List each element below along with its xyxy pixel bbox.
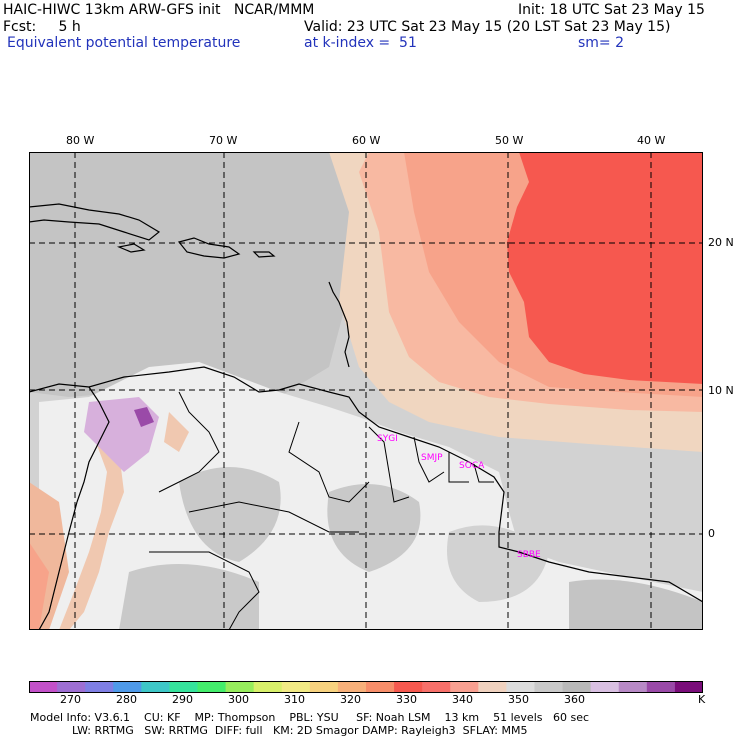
colorbar-swatch: [394, 681, 423, 693]
colorbar-swatch: [674, 681, 703, 693]
colorbar-unit: K: [698, 693, 706, 706]
colorbar-swatch: [506, 681, 535, 693]
colorbar-label-300: 300: [228, 693, 249, 706]
colorbar-swatch: [281, 681, 311, 693]
header-title-line: HAIC-HIWC 13km ARW-GFS init NCAR/MMM: [3, 2, 315, 18]
map-frame: [29, 152, 703, 630]
lon-label-80w: 80 W: [66, 134, 95, 147]
smoothing-label: sm= 2: [578, 35, 625, 51]
init-time: Init: 18 UTC Sat 23 May 15: [518, 2, 705, 18]
colorbar-swatch: [309, 681, 339, 693]
colorbar-swatch: [85, 681, 114, 693]
colorbar-swatch: [113, 681, 142, 693]
station-label-sbbe: SBBE: [517, 550, 541, 560]
lat-label-10n: 10 N: [708, 384, 734, 397]
coastlines: [29, 203, 703, 630]
model-info-line2: LW: RRTMG SW: RRTMG DIFF: full KM: 2D Sm…: [30, 724, 528, 737]
colorbar-label-290: 290: [172, 693, 193, 706]
colorbar: [29, 681, 703, 693]
colorbar-label-360: 360: [564, 693, 585, 706]
colorbar-label-270: 270: [60, 693, 81, 706]
colombia-ridge: [164, 412, 189, 452]
colorbar-swatch: [57, 681, 86, 693]
red-warm-pool: [507, 152, 703, 384]
colorbar-label-350: 350: [508, 693, 529, 706]
colorbar-swatch: [225, 681, 255, 693]
colorbar-label-340: 340: [452, 693, 473, 706]
lon-label-40w: 40 W: [637, 134, 666, 147]
colorbar-swatch: [337, 681, 367, 693]
land-gray-patch-2: [327, 484, 421, 572]
forecast-hour: Fcst: 5 h: [3, 19, 81, 35]
land-gray-patch-1: [179, 467, 281, 562]
colorbar-swatch: [450, 681, 479, 693]
colorbar-swatch: [478, 681, 507, 693]
lon-label-60w: 60 W: [352, 134, 381, 147]
lat-label-20n: 20 N: [708, 236, 734, 249]
andes-ridge: [59, 422, 124, 630]
colorbar-swatch: [534, 681, 564, 693]
colorbar-swatch: [253, 681, 283, 693]
country-borders: [149, 391, 494, 630]
graticule: [29, 152, 703, 630]
colorbar-swatch: [141, 681, 170, 693]
colorbar-swatch: [29, 681, 58, 693]
land-gray-patch-3: [447, 525, 549, 602]
colorbar-label-330: 330: [396, 693, 417, 706]
station-label-soca: SOCA: [459, 461, 485, 471]
model-info-line1: Model Info: V3.6.1 CU: KF MP: Thompson P…: [30, 711, 590, 724]
lon-label-70w: 70 W: [209, 134, 238, 147]
field-name: Equivalent potential temperature: [7, 35, 241, 51]
colorbar-swatch: [618, 681, 648, 693]
lon-label-50w: 50 W: [495, 134, 524, 147]
colorbar-swatch: [169, 681, 198, 693]
k-index-label: at k-index = 51: [304, 35, 417, 51]
station-label-sygi: SYGI: [377, 434, 398, 444]
caribbean-gray-field: [29, 152, 359, 402]
colorbar-label-320: 320: [340, 693, 361, 706]
colorbar-swatch: [197, 681, 227, 693]
colorbar-swatch: [646, 681, 676, 693]
colorbar-swatch: [366, 681, 395, 693]
purple-convection-core: [134, 407, 154, 427]
valid-time: Valid: 23 UTC Sat 23 May 15 (20 LST Sat …: [304, 19, 671, 35]
land-gray-patch-5: [569, 579, 703, 630]
station-label-smjp: SMJP: [421, 453, 443, 463]
pacific-salmon-field: [29, 542, 49, 630]
colorbar-label-280: 280: [116, 693, 137, 706]
lat-label-0: 0: [708, 527, 715, 540]
theta-e-map: SYGI SMJP SOCA SBBE: [29, 152, 703, 630]
colorbar-swatch: [590, 681, 620, 693]
colorbar-swatch: [422, 681, 451, 693]
colorbar-label-310: 310: [284, 693, 305, 706]
colorbar-swatch: [562, 681, 592, 693]
